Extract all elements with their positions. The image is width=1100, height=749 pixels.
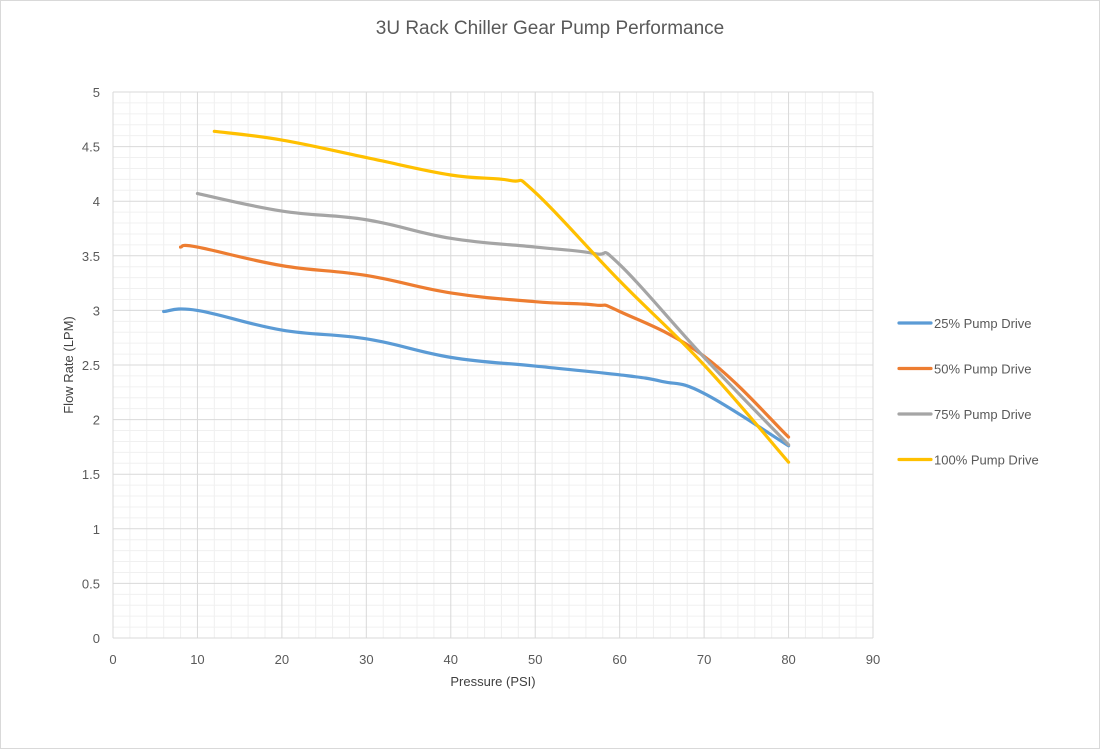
series-line-50-pump-drive [178,243,791,439]
legend-label-50-pump-drive: 50% Pump Drive [934,362,1032,377]
series-line-75-pump-drive [195,191,791,447]
x-tick-label: 0 [109,652,116,667]
series-line-25-pump-drive [162,307,791,448]
legend-label-75-pump-drive: 75% Pump Drive [934,407,1032,422]
x-tick-label: 30 [359,652,373,667]
legend-label-100-pump-drive: 100% Pump Drive [934,453,1039,468]
x-tick-label: 40 [444,652,458,667]
legend-label-25-pump-drive: 25% Pump Drive [934,316,1032,331]
x-tick-label: 10 [190,652,204,667]
legend: 25% Pump Drive 50% Pump Drive 75% Pump Dri… [897,316,1039,468]
y-axis-ticks: 0 0.5 1 1.5 2 2.5 3 3.5 4 4.5 5 [82,85,100,646]
y-tick-label: 0 [93,631,100,646]
major-gridlines [112,91,874,639]
x-tick-label: 20 [275,652,289,667]
y-tick-label: 1 [93,522,100,537]
y-tick-label: 1.5 [82,467,100,482]
x-axis-label: Pressure (PSI) [450,674,535,689]
y-axis-label: Flow Rate (LPM) [61,316,76,414]
y-tick-label: 3.5 [82,249,100,264]
y-tick-label: 2.5 [82,358,100,373]
series-line-100-pump-drive [212,129,791,464]
y-tick-label: 5 [93,85,100,100]
x-tick-label: 70 [697,652,711,667]
x-tick-label: 90 [866,652,880,667]
x-axis-ticks: 0 10 20 30 40 50 60 70 80 90 [109,652,880,667]
y-tick-label: 2 [93,413,100,428]
y-tick-label: 0.5 [82,576,100,591]
chart-title: 3U Rack Chiller Gear Pump Performance [376,18,724,39]
series-lines [162,129,791,464]
y-tick-label: 3 [93,303,100,318]
x-tick-label: 50 [528,652,542,667]
y-tick-label: 4 [93,194,100,209]
x-tick-label: 60 [612,652,626,667]
y-tick-label: 4.5 [82,140,100,155]
x-tick-label: 80 [781,652,795,667]
